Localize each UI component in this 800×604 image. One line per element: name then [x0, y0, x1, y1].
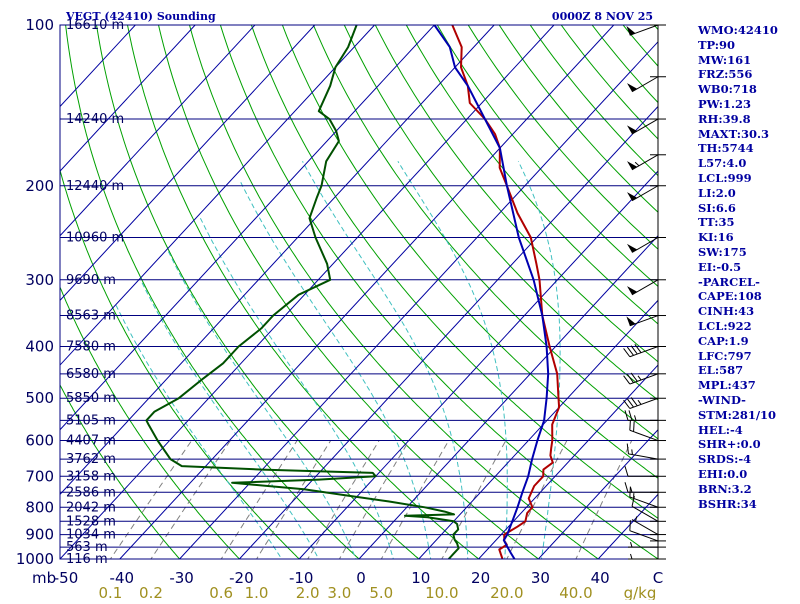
index-item: PW:1.23	[698, 97, 751, 111]
index-item: KI:16	[698, 230, 734, 244]
index-item: LCL:999	[698, 171, 752, 185]
index-item: SW:175	[698, 245, 747, 259]
index-item: L57:4.0	[698, 156, 746, 170]
index-item: RH:39.8	[698, 112, 751, 126]
index-item: WB0:718	[698, 82, 757, 96]
index-item: BRN:3.2	[698, 482, 752, 496]
index-item: MPL:437	[698, 378, 756, 392]
index-item: MAXT:30.3	[698, 127, 769, 141]
index-item: STM:281/10	[698, 408, 776, 422]
index-item: SHR+:0.0	[698, 437, 761, 451]
index-item: CAPE:108	[698, 289, 762, 303]
index-item: TH:5744	[698, 141, 754, 155]
index-item: CINH:43	[698, 304, 754, 318]
index-item: MW:161	[698, 53, 751, 67]
index-item: CAP:1.9	[698, 334, 749, 348]
index-item: BSHR:34	[698, 497, 757, 511]
index-item: LFC:797	[698, 349, 752, 363]
index-item: LCL:922	[698, 319, 752, 333]
index-item: EI:-0.5	[698, 260, 741, 274]
index-item: EL:587	[698, 363, 743, 377]
index-item: -PARCEL-	[698, 275, 760, 289]
index-item: SI:6.6	[698, 201, 736, 215]
index-item: TP:90	[698, 38, 735, 52]
index-item: SRDS:-4	[698, 452, 751, 466]
index-item: FRZ:556	[698, 67, 752, 81]
index-item: HEL:-4	[698, 423, 743, 437]
index-item: WMO:42410	[698, 23, 778, 37]
index-item: LI:2.0	[698, 186, 736, 200]
index-item: -WIND-	[698, 393, 746, 407]
index-item: TT:35	[698, 215, 735, 229]
index-item: EHI:0.0	[698, 467, 747, 481]
